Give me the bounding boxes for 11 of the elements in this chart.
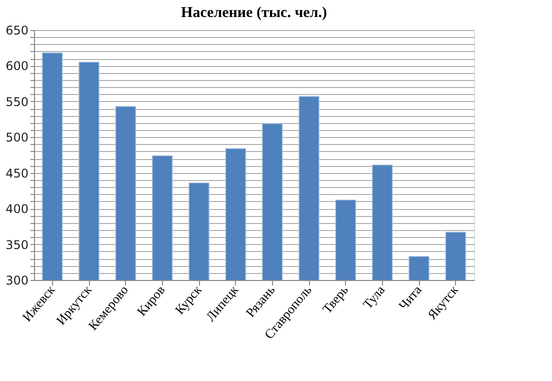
- y-tick-label: 300: [6, 274, 28, 288]
- x-tick-label: Чита: [396, 282, 425, 313]
- y-tick-label: 350: [6, 238, 28, 252]
- y-tick-label: 650: [6, 24, 28, 38]
- y-tick-label: 500: [6, 130, 28, 145]
- y-tick-label: 600: [6, 59, 28, 74]
- chart-title: Население (тыс. чел.): [181, 5, 327, 21]
- x-tick-label: Тула: [360, 282, 388, 312]
- y-tick-label: 450: [6, 166, 28, 180]
- y-tick-label: 550: [6, 94, 28, 109]
- y-tick-label: 400: [6, 202, 28, 216]
